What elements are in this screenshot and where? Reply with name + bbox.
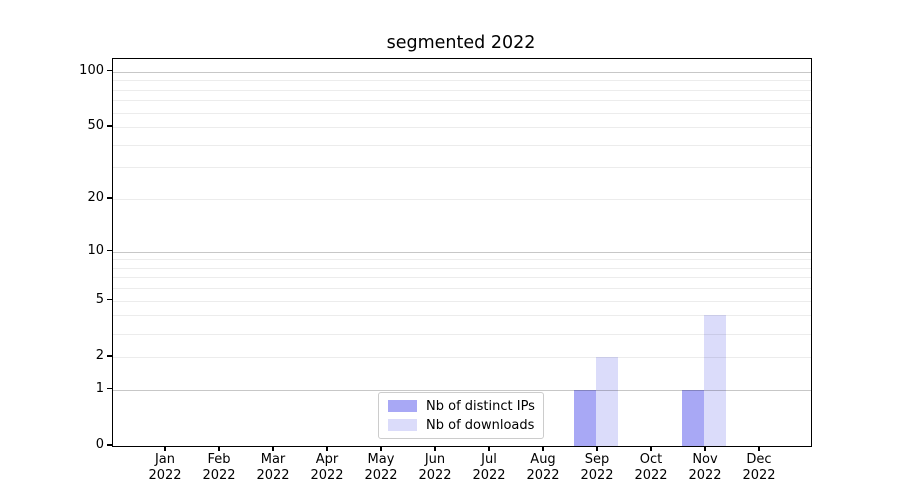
x-tick-mark (596, 446, 598, 451)
x-tick-month: Oct (639, 452, 663, 467)
x-tick-label-nov: Nov 2022 (673, 452, 737, 484)
x-tick-month: May (367, 452, 395, 467)
y-tick-label: 50 (87, 118, 104, 133)
bar-sep-downloads (596, 356, 618, 446)
x-tick-mark (758, 446, 760, 451)
legend-item-downloads: Nb of downloads (388, 418, 543, 433)
bar-sep-distinct-ips (574, 389, 596, 446)
x-tick-year: 2022 (202, 468, 236, 483)
x-tick-year: 2022 (256, 468, 290, 483)
y-tick-label: 100 (79, 62, 104, 78)
y-tick-mark (107, 69, 112, 72)
legend-item-distinct-ips: Nb of distinct IPs (388, 399, 543, 414)
x-tick-month: Feb (207, 452, 231, 467)
x-tick-month: Nov (692, 452, 718, 467)
x-tick-label-apr: Apr 2022 (295, 452, 359, 484)
y-tick-mark (107, 249, 112, 252)
x-tick-label-oct: Oct 2022 (619, 452, 683, 484)
x-tick-year: 2022 (634, 468, 668, 483)
x-tick-month: Dec (746, 452, 772, 467)
y-tick-mark (107, 299, 112, 301)
y-tick-mark (107, 197, 112, 199)
x-tick-label-jun: Jun 2022 (403, 452, 467, 484)
chart-title: segmented 2022 (386, 33, 536, 53)
x-tick-year: 2022 (472, 468, 506, 483)
y-tick-label: 20 (87, 190, 104, 205)
x-tick-mark (704, 446, 706, 451)
y-tick-label: 2 (95, 347, 104, 363)
x-tick-month: Jul (481, 452, 497, 467)
legend-label-distinct-ips: Nb of distinct IPs (426, 398, 535, 414)
x-tick-year: 2022 (364, 468, 398, 483)
y-tick-label: 5 (95, 291, 104, 307)
x-tick-year: 2022 (418, 468, 452, 483)
y-tick-mark (107, 444, 112, 446)
x-tick-label-may: May 2022 (349, 452, 413, 484)
x-tick-mark (488, 446, 490, 451)
x-tick-year: 2022 (580, 468, 614, 483)
x-tick-month: Jan (154, 452, 176, 467)
legend-swatch-distinct-ips-icon (388, 400, 417, 412)
y-tick-label: 1 (95, 380, 104, 396)
y-tick-mark (107, 125, 112, 127)
y-tick-label: 0 (95, 437, 104, 452)
plot-area: Nb of distinct IPs Nb of downloads (112, 58, 812, 447)
x-tick-year: 2022 (742, 468, 776, 483)
x-tick-mark (380, 446, 382, 451)
bars-layer (113, 59, 811, 446)
x-tick-label-feb: Feb 2022 (187, 452, 251, 484)
x-tick-mark (434, 446, 436, 451)
y-tick-mark (107, 355, 112, 357)
bar-nov-downloads (704, 315, 726, 446)
y-tick-mark (107, 388, 112, 390)
x-tick-label-sep: Sep 2022 (565, 452, 629, 484)
x-tick-month: Aug (530, 452, 556, 467)
x-tick-year: 2022 (526, 468, 560, 483)
x-tick-mark (164, 446, 166, 451)
x-tick-label-jul: Jul 2022 (457, 452, 521, 484)
legend: Nb of distinct IPs Nb of downloads (378, 392, 544, 439)
x-tick-label-aug: Aug 2022 (511, 452, 575, 484)
x-tick-mark (272, 446, 274, 451)
x-tick-mark (218, 446, 220, 451)
bar-nov-distinct-ips (682, 389, 704, 446)
x-tick-month: Jun (424, 452, 446, 467)
x-tick-label-dec: Dec 2022 (727, 452, 791, 484)
x-tick-year: 2022 (688, 468, 722, 483)
x-tick-month: Mar (260, 452, 286, 467)
x-tick-mark (542, 446, 544, 451)
x-tick-month: Sep (584, 452, 610, 467)
x-tick-year: 2022 (148, 468, 182, 483)
x-tick-month: Apr (315, 452, 339, 467)
x-tick-label-jan: Jan 2022 (133, 452, 197, 484)
x-tick-year: 2022 (310, 468, 344, 483)
legend-label-downloads: Nb of downloads (426, 417, 535, 433)
x-tick-mark (650, 446, 652, 451)
y-tick-label: 10 (87, 242, 104, 258)
legend-swatch-downloads-icon (388, 419, 417, 431)
x-tick-mark (326, 446, 328, 451)
x-tick-label-mar: Mar 2022 (241, 452, 305, 484)
